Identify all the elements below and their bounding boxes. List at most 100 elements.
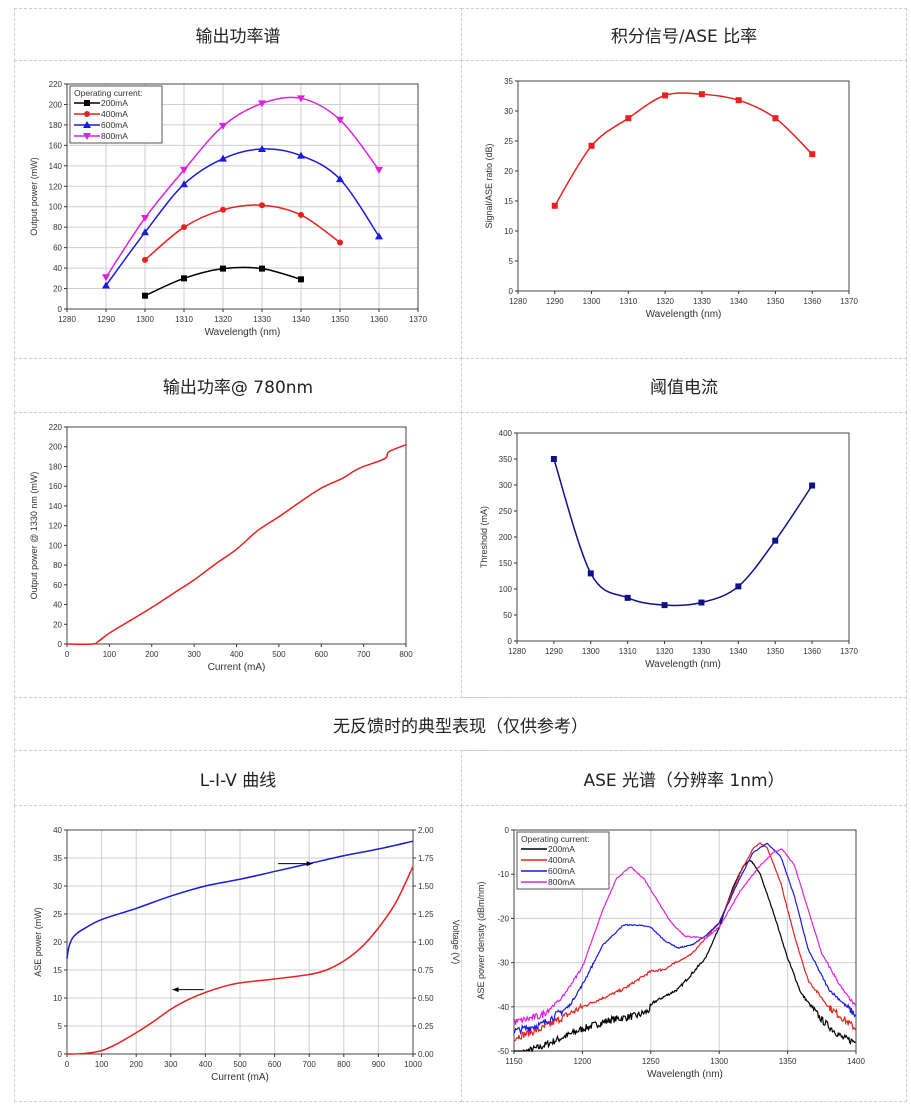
- x-tick-label: 1320: [656, 647, 674, 656]
- y2-tick-label: 1.00: [418, 938, 434, 947]
- x-tick-label: 0: [65, 1060, 70, 1069]
- y2-tick-label: 0.50: [418, 994, 434, 1003]
- data-point: [661, 602, 668, 609]
- y-tick-label: 350: [499, 455, 513, 464]
- y-tick-label: 160: [49, 141, 63, 150]
- y2-tick-label: 1.75: [418, 854, 434, 863]
- title-ase-spectrum: ASE 光谱（分辨率 1nm）: [461, 750, 907, 806]
- data-point: [181, 224, 187, 231]
- chart-ase: 1150 1200 1250 1300 1350 1400 -50 -40 -30 -20 -10 0…: [476, 826, 865, 1080]
- y-tick-label: 200: [49, 100, 63, 109]
- legend-label: 800mA: [548, 877, 575, 887]
- x-tick-label: 1250: [642, 1057, 660, 1066]
- y-tick-label: 150: [499, 559, 513, 568]
- y-tick-label: 200: [499, 533, 513, 542]
- y-tick-label: 120: [49, 522, 63, 531]
- data-point: [102, 274, 110, 282]
- y2-tick-label: 0.00: [418, 1050, 434, 1059]
- x-tick-label: 1360: [803, 297, 821, 306]
- data-point: [220, 206, 226, 213]
- y-tick-label: 200: [49, 443, 63, 452]
- x-tick-label: 1280: [508, 647, 526, 656]
- x-tick-label: 1360: [370, 315, 388, 324]
- y-axis-label: Output power @ 1330 nm (mW): [29, 472, 39, 600]
- data-point: [102, 281, 110, 289]
- data-point: [180, 166, 188, 174]
- y-tick-label: -10: [497, 870, 509, 879]
- data-point: [180, 180, 188, 188]
- x-tick-label: 400: [230, 650, 244, 659]
- data-point: [258, 100, 266, 108]
- chart-signal-ase: 1280 1290 1300 1310 1320 1330 1340 1350 1360 1370…: [484, 77, 858, 320]
- data-point: [142, 256, 148, 263]
- x-tick-label: 700: [303, 1060, 317, 1069]
- legend-label: 400mA: [101, 109, 128, 119]
- y-tick-label: 60: [53, 244, 62, 253]
- chart-liv: 0 100 200 300 400 500 600 700 800 900 1000 0 5 10 15 20…: [33, 826, 461, 1083]
- cell-chart-liv: 0 100 200 300 400 500 600 700 800 900 1000 0 5 10 15 20…: [14, 805, 462, 1102]
- y-tick-label: 100: [49, 541, 63, 550]
- title-threshold: 阈值电流: [461, 358, 907, 413]
- arrow-right-icon-head: [306, 861, 313, 867]
- series-line-P: [66, 444, 407, 645]
- legend-label: 400mA: [548, 855, 575, 865]
- legend-label: 600mA: [548, 866, 575, 876]
- x-tick-label: 200: [145, 650, 159, 659]
- y-tick-label: 20: [53, 938, 62, 947]
- data-point: [587, 570, 594, 577]
- y-tick-label: 40: [53, 601, 62, 610]
- x-tick-label: 100: [95, 1060, 109, 1069]
- x-tick-label: 1350: [779, 1057, 797, 1066]
- legend-title: Operating current:: [74, 88, 143, 98]
- legend-label: 200mA: [101, 98, 128, 108]
- y-tick-label: 0: [505, 826, 510, 835]
- y2-axis-label: Voltage (V): [451, 920, 461, 965]
- data-point: [698, 599, 705, 606]
- y-tick-label: 140: [49, 502, 63, 511]
- x-tick-label: 1370: [840, 297, 858, 306]
- x-tick-label: 1310: [619, 647, 637, 656]
- y-tick-label: 60: [53, 581, 62, 590]
- x-tick-label: 1350: [767, 297, 785, 306]
- y-tick-label: 0: [58, 305, 63, 314]
- y-tick-label: 10: [504, 227, 513, 236]
- data-point: [142, 292, 148, 299]
- plot-frame: [513, 829, 857, 1052]
- y-tick-label: 80: [53, 561, 62, 570]
- data-point: [219, 154, 227, 162]
- x-tick-label: 1290: [97, 315, 115, 324]
- data-point: [298, 276, 304, 283]
- data-point: [624, 594, 631, 601]
- x-tick-label: 1340: [292, 315, 310, 324]
- x-tick-label: 1340: [729, 647, 747, 656]
- legend-title: Operating current:: [521, 834, 590, 844]
- x-axis-label: Wavelength (nm): [647, 1069, 723, 1080]
- data-point: [220, 265, 226, 272]
- cell-chart-signal-ase: 1280 1290 1300 1310 1320 1330 1340 1350 1360 1370…: [461, 60, 907, 359]
- y-tick-label: 30: [53, 882, 62, 891]
- y-tick-label: 220: [49, 423, 63, 432]
- data-point: [588, 142, 595, 149]
- y-axis-label: ASE power density (dBm/nm): [476, 881, 486, 999]
- x-tick-label: 300: [164, 1060, 178, 1069]
- y2-tick-label: 1.25: [418, 910, 434, 919]
- x-axis-label: Wavelength (nm): [205, 327, 281, 338]
- x-tick-label: 300: [187, 650, 201, 659]
- data-point: [809, 151, 816, 158]
- y-axis-label: Threshold (mA): [479, 506, 489, 568]
- y2-tick-label: 2.00: [418, 826, 434, 835]
- y-tick-label: 100: [49, 203, 63, 212]
- y-tick-label: 25: [53, 910, 62, 919]
- y-tick-label: 50: [503, 611, 512, 620]
- x-tick-label: 1300: [582, 647, 600, 656]
- y-tick-label: 15: [504, 197, 513, 206]
- legend-label: 200mA: [548, 844, 575, 854]
- x-tick-label: 1290: [545, 647, 563, 656]
- x-tick-label: 800: [399, 650, 413, 659]
- plot-frame: [517, 80, 850, 292]
- x-tick-label: 1330: [693, 297, 711, 306]
- y-tick-label: 180: [49, 121, 63, 130]
- y-tick-label: 15: [53, 966, 62, 975]
- x-tick-label: 1310: [619, 297, 637, 306]
